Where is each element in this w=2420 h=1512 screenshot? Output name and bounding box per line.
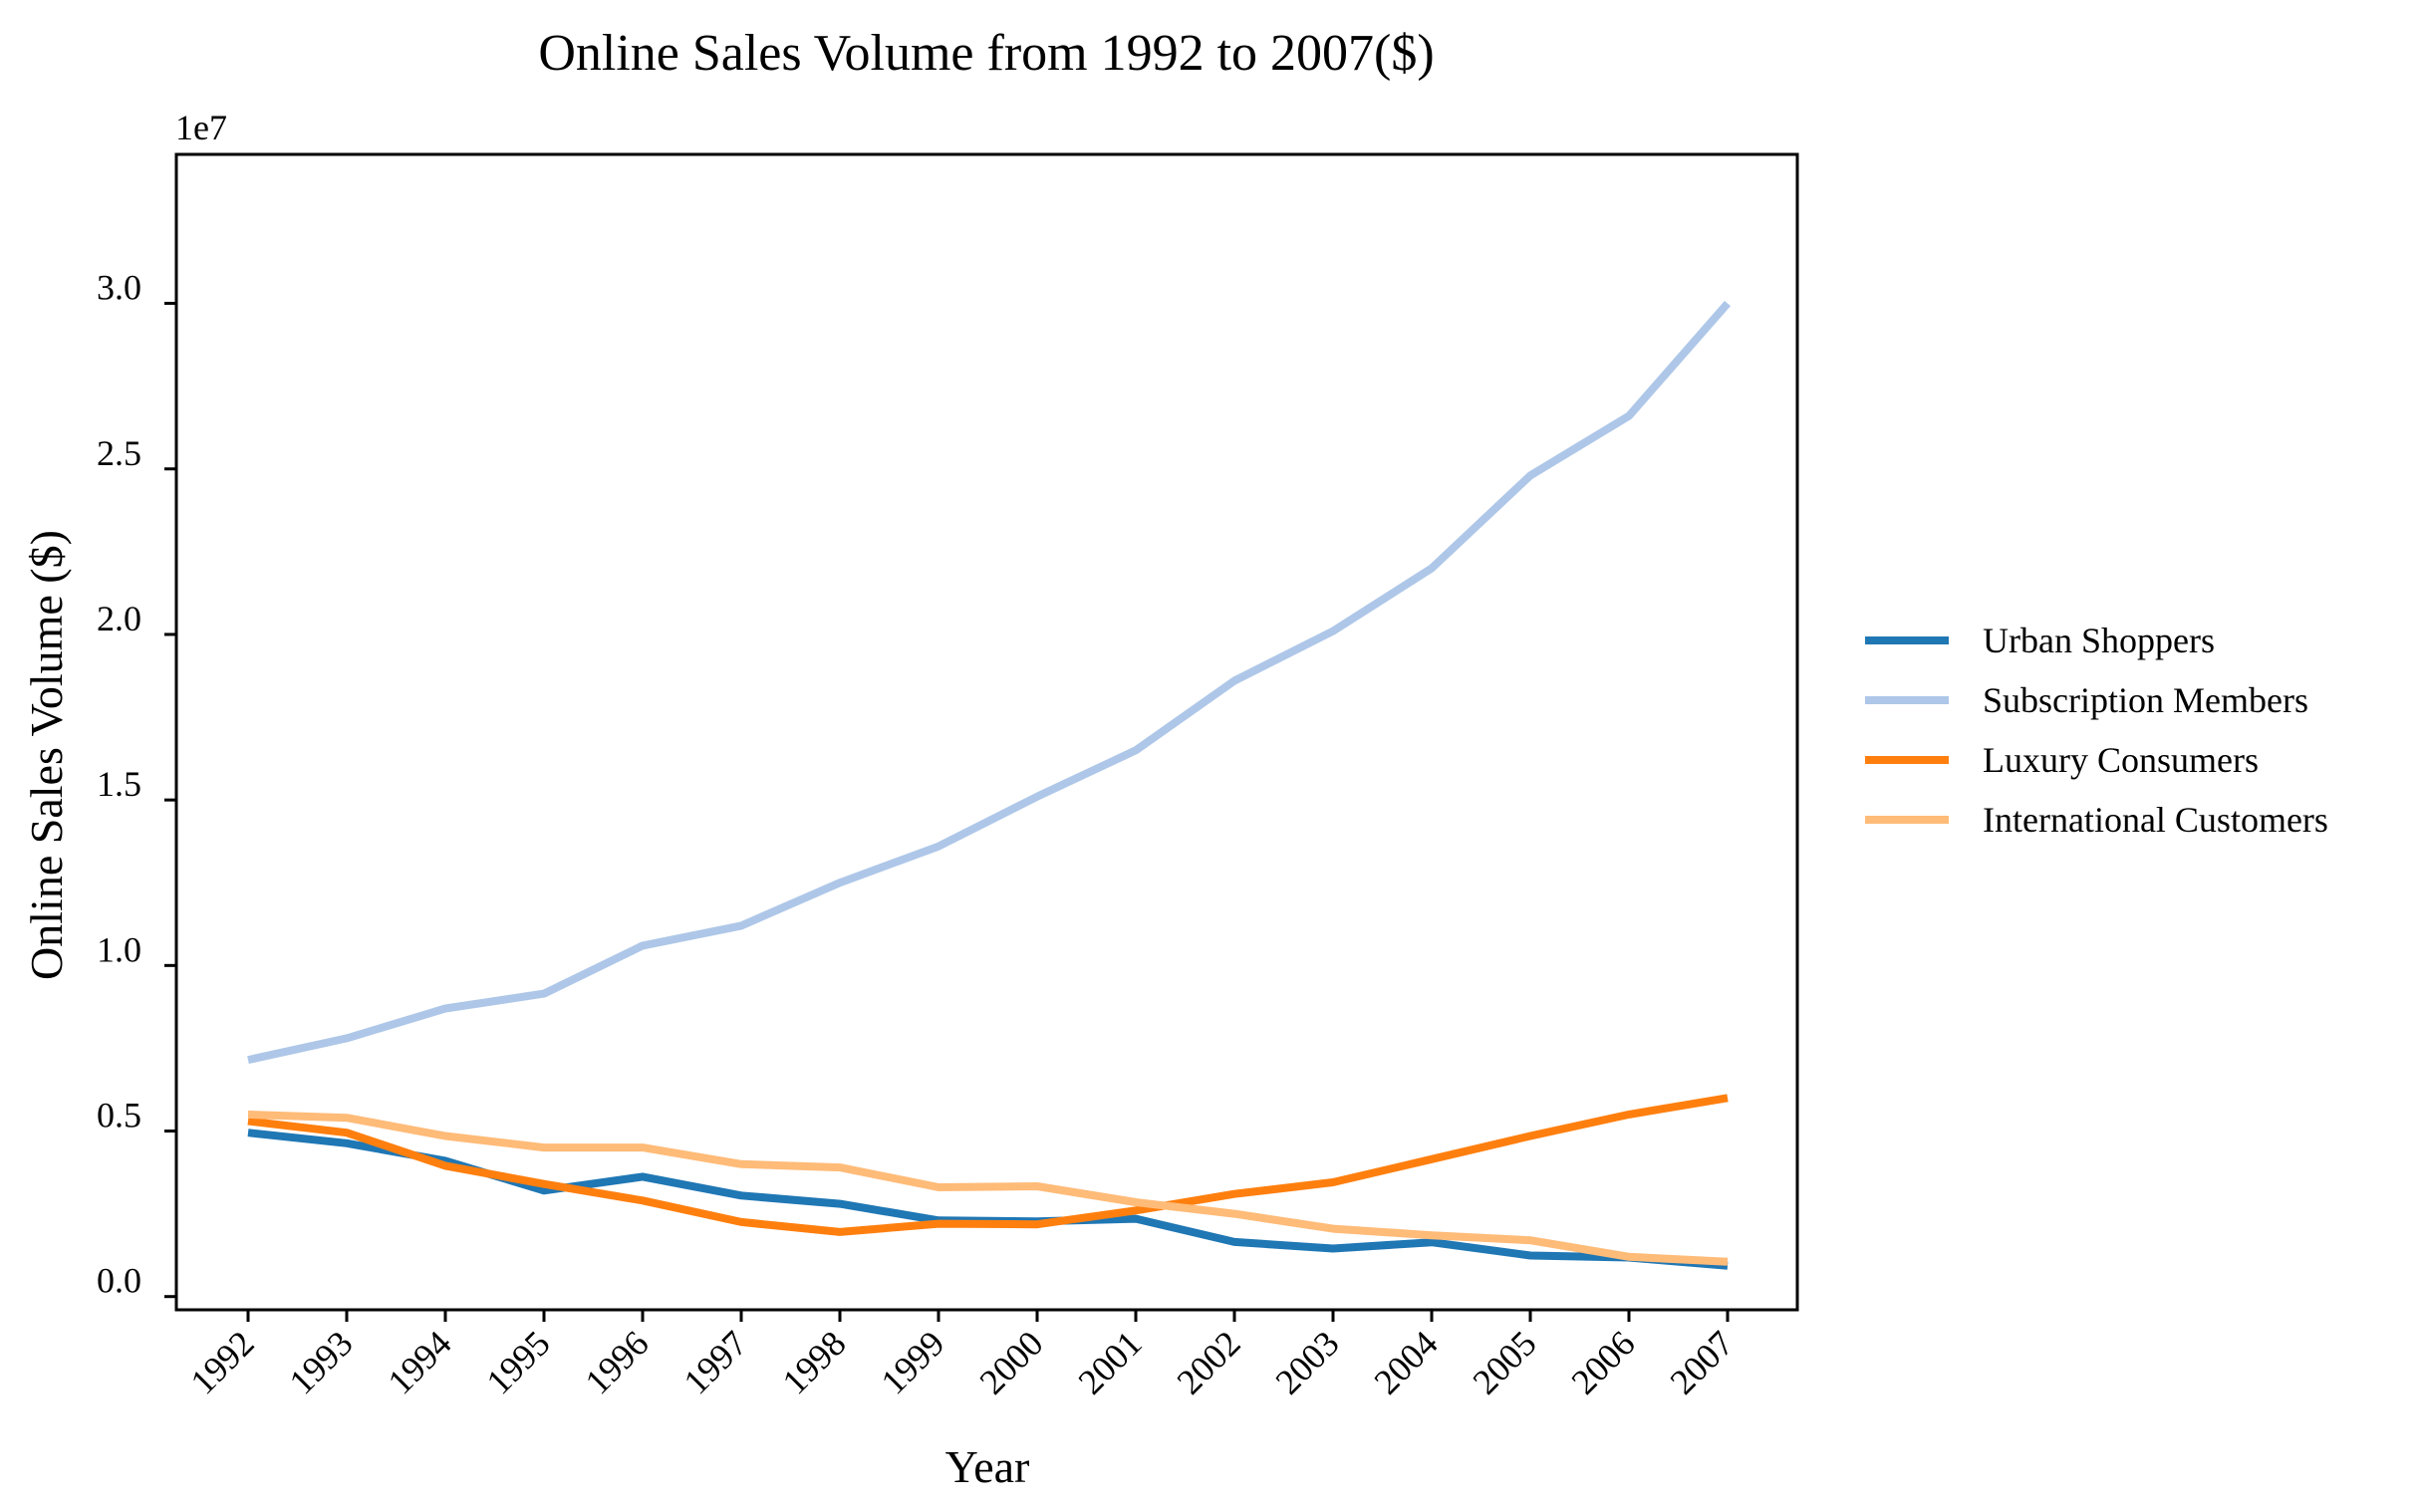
x-tick-label: 1995 — [478, 1323, 557, 1401]
x-axis-ticks: 1992 1993 1994 1995 1996 1997 1998 1999 2000 2001… — [182, 1310, 1742, 1402]
x-tick-label: 1997 — [675, 1323, 754, 1401]
y-axis-offset-label: 1e7 — [175, 108, 227, 147]
x-tick-label: 1999 — [873, 1323, 951, 1401]
x-tick-label: 2003 — [1267, 1323, 1346, 1401]
legend: Urban Shoppers Subscription Members Luxury… — [1865, 621, 2328, 840]
series-line-urban-shoppers — [247, 1129, 1729, 1270]
series-line-international-customers — [247, 1110, 1729, 1266]
legend-label: International Customers — [1983, 800, 2328, 840]
chart-title: Online Sales Volume from 1992 to 2007($) — [538, 25, 1434, 82]
legend-label: Urban Shoppers — [1983, 621, 2215, 660]
x-tick-label: 2000 — [971, 1323, 1050, 1401]
y-tick-label: 0.5 — [97, 1096, 141, 1135]
x-tick-label: 2005 — [1465, 1323, 1543, 1401]
x-tick-label: 2002 — [1169, 1323, 1247, 1401]
x-tick-label: 2004 — [1366, 1323, 1445, 1401]
y-axis-label: Online Sales Volume ($) — [21, 530, 72, 980]
x-axis-label: Year — [945, 1441, 1030, 1492]
x-tick-label: 1994 — [380, 1323, 458, 1401]
x-tick-label: 2006 — [1563, 1323, 1642, 1401]
x-tick-label: 2001 — [1070, 1323, 1149, 1401]
legend-label: Luxury Consumers — [1983, 740, 2259, 780]
y-tick-label: 3.0 — [97, 268, 141, 308]
y-tick-label: 2.0 — [97, 599, 141, 638]
x-tick-label: 1998 — [774, 1323, 853, 1401]
y-tick-label: 1.0 — [97, 929, 141, 969]
y-tick-label: 0.0 — [97, 1261, 141, 1301]
plot-area — [174, 152, 1799, 1312]
y-tick-label: 1.5 — [97, 764, 141, 804]
x-tick-label: 1993 — [281, 1323, 360, 1401]
y-tick-label: 2.5 — [97, 433, 141, 473]
x-tick-label: 1996 — [577, 1323, 656, 1401]
x-tick-label: 2007 — [1662, 1323, 1741, 1401]
legend-label: Subscription Members — [1983, 680, 2308, 720]
series-line-luxury-consumers — [247, 1094, 1729, 1236]
y-axis-ticks: 0.0 0.5 1.0 1.5 2.0 2.5 3.0 — [97, 268, 176, 1301]
x-tick-label: 1992 — [182, 1323, 261, 1401]
plot-frame — [174, 152, 1799, 1312]
series-line-subscription-members — [247, 300, 1732, 1065]
